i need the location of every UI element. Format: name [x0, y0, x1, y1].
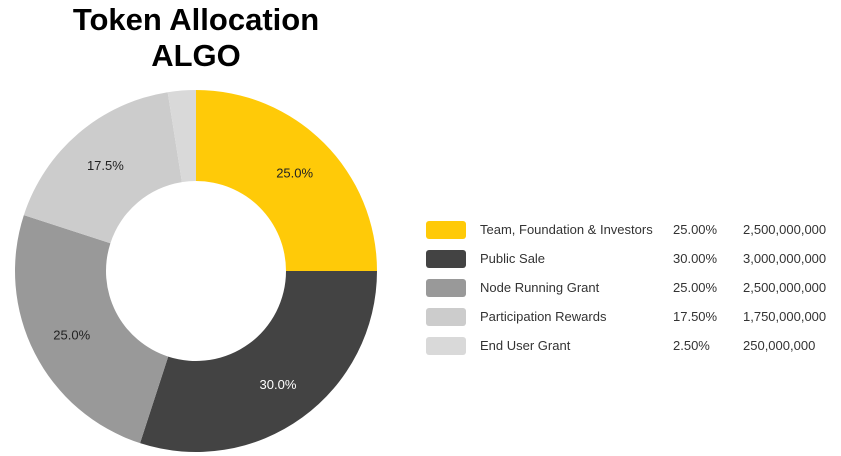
donut-slice	[15, 215, 169, 444]
legend-percent: 17.50%	[673, 309, 718, 324]
donut-slice	[167, 90, 196, 183]
legend-item-participation: Participation Rewards 17.50% 1,750,000,0…	[426, 307, 841, 327]
legend-amount: 2,500,000,000	[743, 222, 827, 237]
legend-swatch	[426, 279, 466, 297]
legend-percent: 2.50%	[673, 338, 710, 353]
slice-label: 25.0%	[276, 165, 313, 180]
chart-title-line2: ALGO	[151, 38, 241, 73]
donut-chart: 25.0% 30.0% 25.0% 17.5%	[15, 90, 377, 452]
legend-percent: 25.00%	[673, 222, 718, 237]
slice-label: 17.5%	[87, 158, 124, 173]
legend-amount: 1,750,000,000	[743, 309, 827, 324]
legend-label: Public Sale	[480, 251, 546, 266]
donut-slice	[196, 90, 377, 271]
legend-label: End User Grant	[480, 338, 571, 353]
legend-amount: 2,500,000,000	[743, 280, 827, 295]
legend-item-node-running: Node Running Grant 25.00% 2,500,000,000	[426, 278, 841, 298]
legend-label: Node Running Grant	[480, 280, 600, 295]
legend-swatch	[426, 308, 466, 326]
chart-title-line1: Token Allocation	[72, 2, 320, 37]
legend-swatch	[426, 221, 466, 239]
legend-item-public-sale: Public Sale 30.00% 3,000,000,000	[426, 249, 841, 269]
legend-percent: 25.00%	[673, 280, 718, 295]
slice-label: 30.0%	[260, 377, 297, 392]
legend-item-end-user: End User Grant 2.50% 250,000,000	[426, 336, 841, 356]
donut-slice	[140, 271, 377, 452]
legend-label: Team, Foundation & Investors	[480, 222, 653, 237]
slice-label: 25.0%	[53, 327, 90, 342]
legend-amount: 250,000,000	[743, 338, 816, 353]
legend-swatch	[426, 337, 466, 355]
legend-label: Participation Rewards	[480, 309, 607, 324]
chart-title: Token Allocation ALGO	[40, 2, 352, 74]
legend-amount: 3,000,000,000	[743, 251, 827, 266]
legend-item-team: Team, Foundation & Investors 25.00% 2,50…	[426, 220, 841, 240]
legend-percent: 30.00%	[673, 251, 718, 266]
legend-swatch	[426, 250, 466, 268]
donut-slice	[23, 92, 182, 244]
